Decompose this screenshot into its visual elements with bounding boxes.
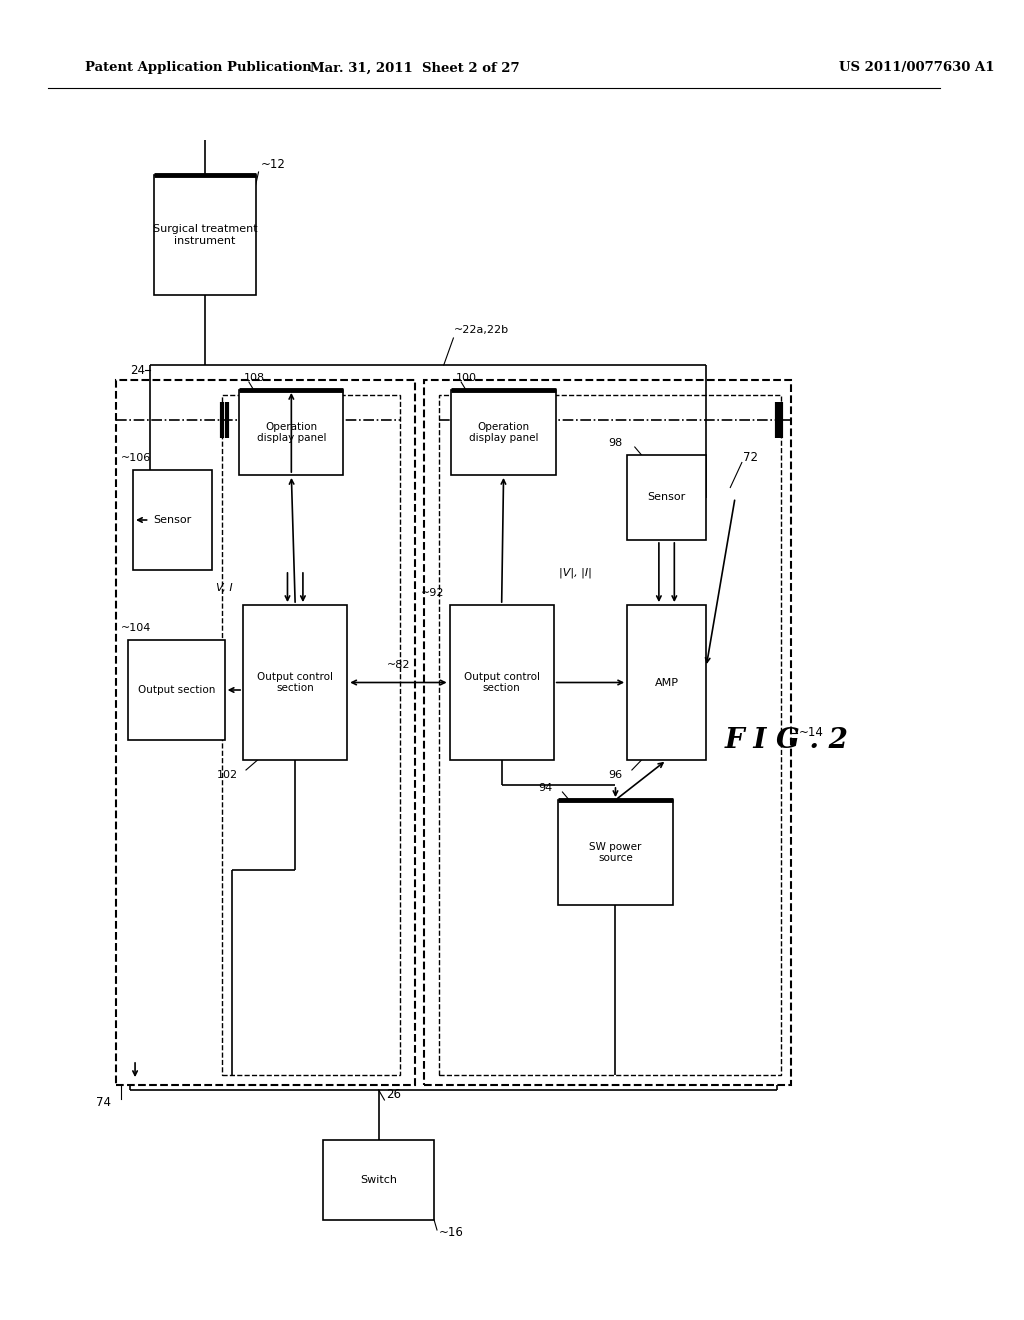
Bar <box>240 389 343 475</box>
Bar <box>452 389 556 475</box>
Text: ~12: ~12 <box>260 158 286 172</box>
Text: 98: 98 <box>608 438 623 447</box>
Text: Operation
display panel: Operation display panel <box>469 421 539 444</box>
Bar <box>439 395 781 1074</box>
Text: V, I: V, I <box>216 582 232 593</box>
Text: 100: 100 <box>457 374 477 383</box>
Text: ~106: ~106 <box>121 453 151 463</box>
Text: 72: 72 <box>742 451 758 465</box>
Text: Output control
section: Output control section <box>257 672 333 693</box>
Text: ~22a,22b: ~22a,22b <box>454 325 509 335</box>
Bar <box>627 455 707 540</box>
Text: 24: 24 <box>130 363 145 376</box>
Text: Mar. 31, 2011  Sheet 2 of 27: Mar. 31, 2011 Sheet 2 of 27 <box>310 62 519 74</box>
Text: SW power
source: SW power source <box>589 842 642 863</box>
Bar <box>450 605 554 760</box>
Text: 26: 26 <box>386 1089 401 1101</box>
Text: 102: 102 <box>217 770 239 780</box>
Bar <box>425 380 792 1085</box>
Bar <box>627 605 707 760</box>
Text: Sensor: Sensor <box>154 515 191 525</box>
Bar <box>116 380 415 1085</box>
Text: F I G . 2: F I G . 2 <box>724 726 848 754</box>
Text: 96: 96 <box>608 770 623 780</box>
Text: Output section: Output section <box>138 685 215 696</box>
Bar <box>558 800 674 906</box>
Bar <box>155 176 256 294</box>
Bar <box>133 470 212 570</box>
Text: Surgical treatment
instrument: Surgical treatment instrument <box>153 224 257 246</box>
Text: Operation
display panel: Operation display panel <box>257 421 326 444</box>
Text: ~104: ~104 <box>121 623 151 634</box>
Text: 108: 108 <box>244 374 265 383</box>
Text: Patent Application Publication: Patent Application Publication <box>85 62 311 74</box>
Text: 94: 94 <box>539 783 553 793</box>
Text: ~92: ~92 <box>421 587 444 598</box>
Bar <box>128 640 225 741</box>
Text: ~82: ~82 <box>387 660 411 669</box>
Bar <box>243 605 347 760</box>
Text: |V|, |I|: |V|, |I| <box>558 568 592 578</box>
Text: Sensor: Sensor <box>647 492 686 503</box>
Text: ~16: ~16 <box>439 1225 464 1238</box>
Text: Output control
section: Output control section <box>464 672 540 693</box>
Bar <box>324 1140 434 1220</box>
Text: AMP: AMP <box>654 677 679 688</box>
Bar <box>222 395 400 1074</box>
Text: ~14: ~14 <box>799 726 823 739</box>
Text: Switch: Switch <box>360 1175 397 1185</box>
Text: 74: 74 <box>96 1097 111 1110</box>
Text: US 2011/0077630 A1: US 2011/0077630 A1 <box>840 62 994 74</box>
